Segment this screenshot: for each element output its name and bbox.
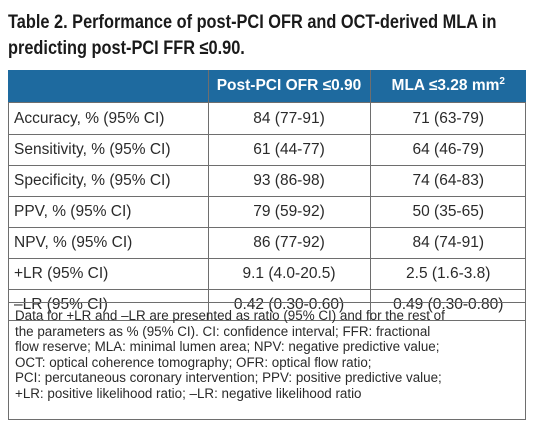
footnote-line: PCI: percutaneous coronary intervention;… (15, 370, 442, 386)
row-label: –LR (95% CI) (8, 289, 209, 321)
ofr-value: 9.1 (4.0-20.5) (207, 258, 371, 290)
header-cell-mla: MLA ≤3.28 mm2 (369, 70, 526, 103)
table-row: PPV, % (95% CI) 79 (59-92) 50 (35-65) (8, 196, 526, 228)
row-label: PPV, % (95% CI) (8, 196, 209, 228)
ofr-value: 79 (59-92) (207, 196, 371, 228)
mla-value: 2.5 (1.6-3.8) (369, 258, 526, 290)
caption-line-1: Table 2. Performance of post-PCI OFR and… (8, 12, 497, 33)
table-footnote: Data for +LR and –LR are presented as ra… (8, 302, 526, 420)
table-caption: Table 2. Performance of post-PCI OFR and… (8, 10, 497, 62)
row-label: NPV, % (95% CI) (8, 227, 209, 259)
table-row: Sensitivity, % (95% CI) 61 (44-77) 64 (4… (8, 134, 526, 166)
header-cell-ofr: Post-PCI OFR ≤0.90 (207, 70, 371, 103)
header-mla-superscript: 2 (499, 76, 505, 87)
footnote-line: Data for +LR and –LR are presented as ra… (15, 308, 445, 323)
table-row: Specificity, % (95% CI) 93 (86-98) 74 (6… (8, 165, 526, 197)
footnote-line: the parameters as % (95% CI). CI: confid… (15, 323, 431, 339)
table-row: –LR (95% CI) 0.42 (0.30-0.60) 0.49 (0.30… (8, 289, 526, 321)
row-label: Specificity, % (95% CI) (8, 165, 209, 197)
mla-value: 50 (35-65) (369, 196, 526, 228)
table-row: Accuracy, % (95% CI) 84 (77-91) 71 (63-7… (8, 102, 526, 135)
mla-value: 0.49 (0.30-0.80) (369, 289, 526, 321)
footnote-line: OCT: optical coherence tomography; OFR: … (15, 354, 372, 370)
mla-value: 84 (74-91) (369, 227, 526, 259)
performance-table: Post-PCI OFR ≤0.90 MLA ≤3.28 mm2 Accurac… (8, 70, 526, 321)
ofr-value: 84 (77-91) (207, 102, 371, 135)
row-label: +LR (95% CI) (8, 258, 209, 290)
mla-value: 71 (63-79) (369, 102, 526, 135)
caption-line-2: predicting post-PCI FFR ≤0.90. (8, 38, 245, 59)
ofr-value: 61 (44-77) (207, 134, 371, 166)
table-row: +LR (95% CI) 9.1 (4.0-20.5) 2.5 (1.6-3.8… (8, 258, 526, 290)
mla-value: 64 (46-79) (369, 134, 526, 166)
footnote-line: +LR: positive likelihood ratio; –LR: neg… (15, 385, 362, 401)
header-cell-blank (8, 70, 209, 103)
header-row: Post-PCI OFR ≤0.90 MLA ≤3.28 mm2 (8, 70, 526, 103)
row-label: Sensitivity, % (95% CI) (8, 134, 209, 166)
mla-value: 74 (64-83) (369, 165, 526, 197)
ofr-value: 93 (86-98) (207, 165, 371, 197)
ofr-value: 0.42 (0.30-0.60) (207, 289, 371, 321)
row-label: Accuracy, % (95% CI) (8, 102, 209, 135)
header-mla-text: MLA ≤3.28 mm (391, 77, 500, 94)
footnote-line: flow reserve; MLA: minimal lumen area; N… (15, 339, 440, 355)
table-row: NPV, % (95% CI) 86 (77-92) 84 (74-91) (8, 227, 526, 259)
ofr-value: 86 (77-92) (207, 227, 371, 259)
